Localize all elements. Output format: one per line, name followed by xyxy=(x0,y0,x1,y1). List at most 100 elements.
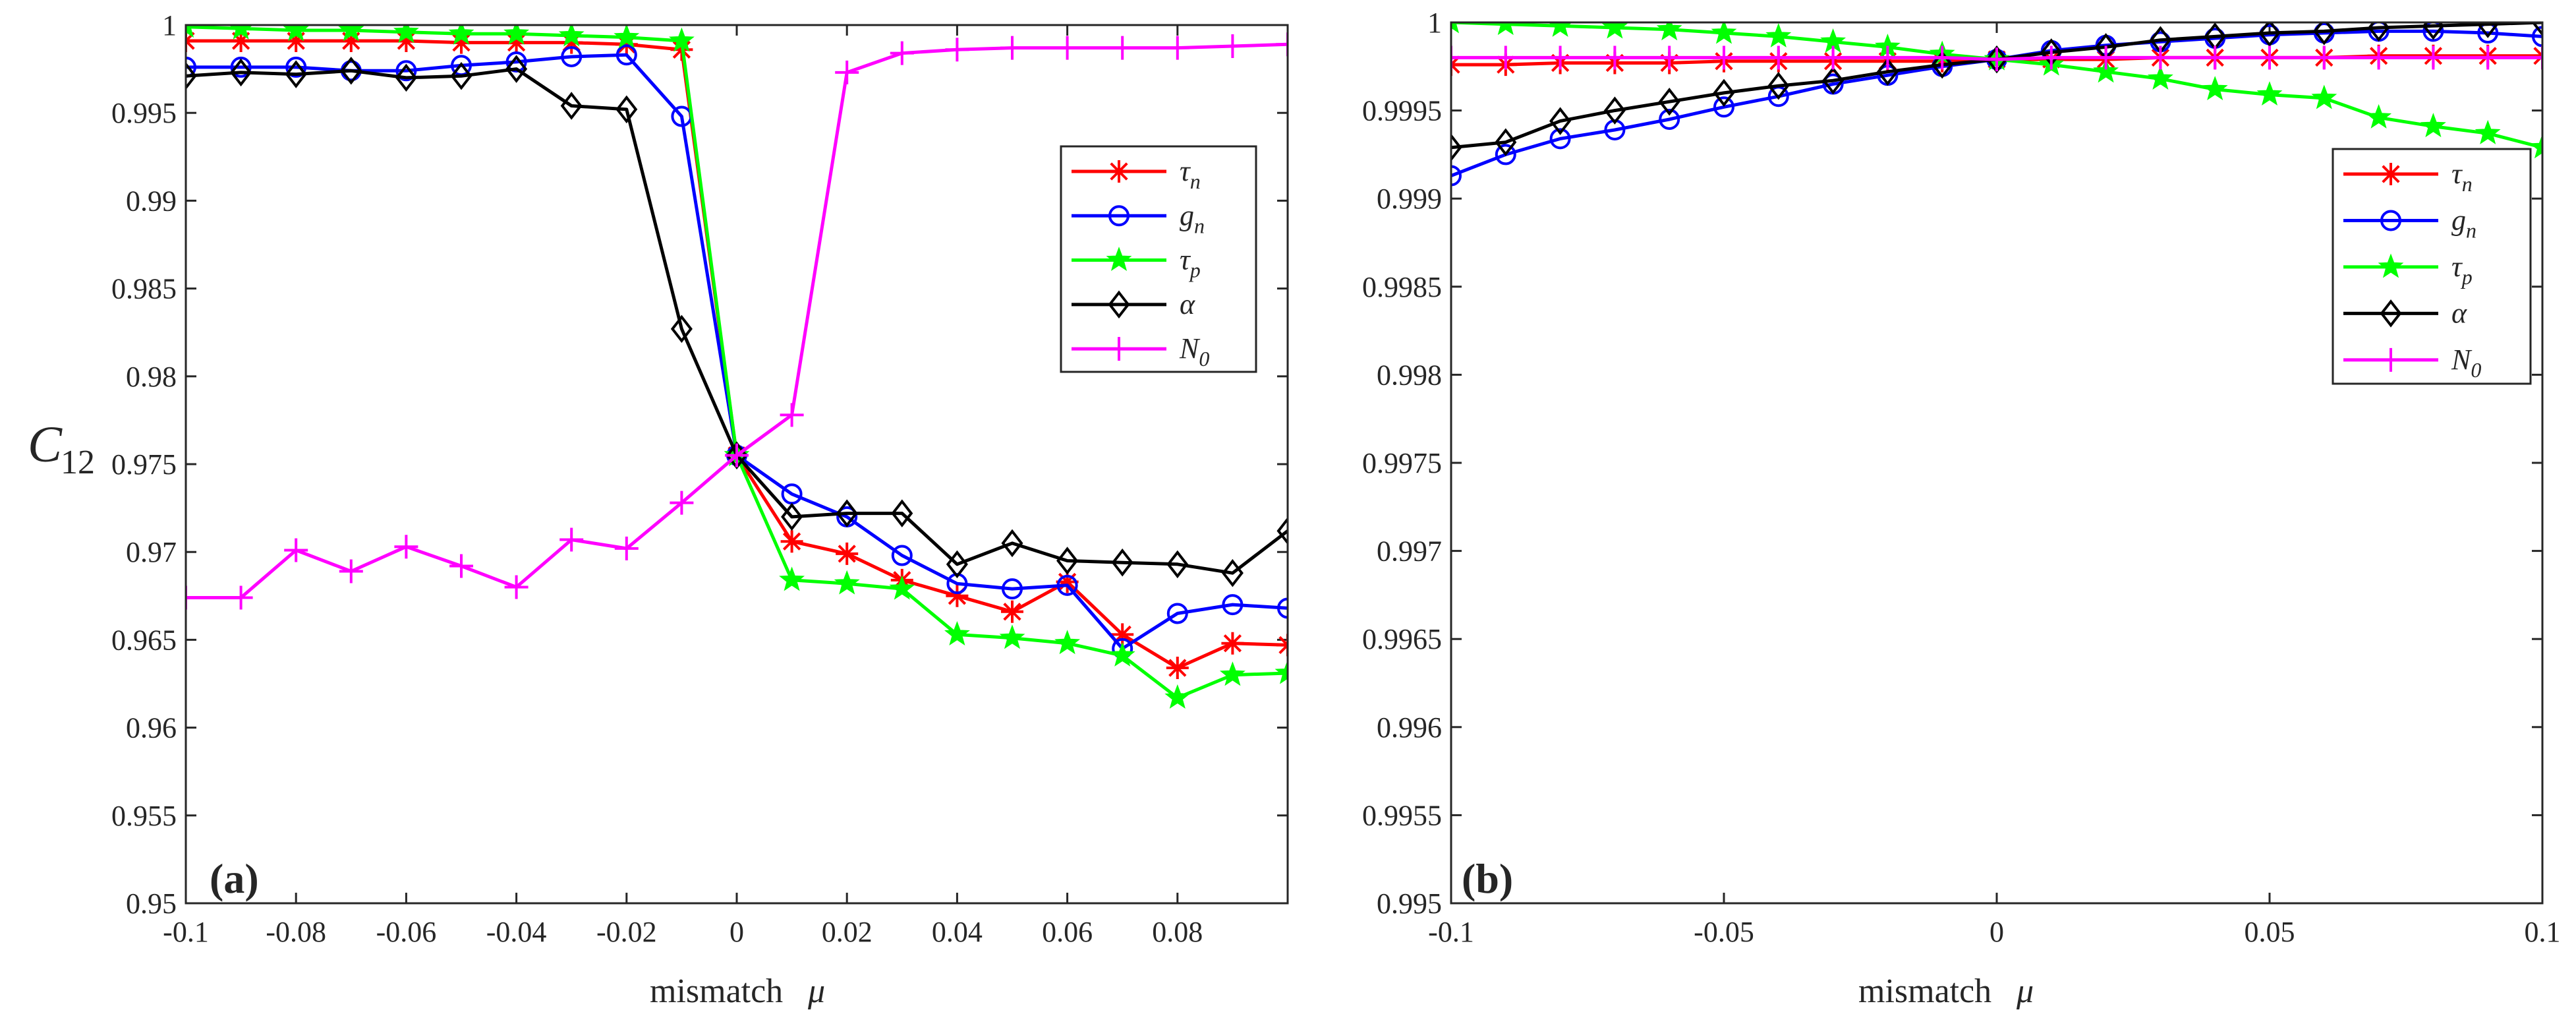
panel-a-point-alpha-3 xyxy=(340,57,362,85)
panel-a-tag: (a) xyxy=(210,855,259,902)
panel-a-point-N_0-5 xyxy=(449,554,473,578)
panel-b-xlabel: mismatch xyxy=(1858,972,1991,1010)
panel-a: -0.1 -0.08 -0.06 -0.04 -0.02 0 0.02 0.04 0.06 0.0… xyxy=(111,9,1289,1010)
panel-a-point-alpha-6 xyxy=(505,55,528,83)
panel-b-point-alpha-2 xyxy=(1549,107,1572,135)
panel-a-point-N_0-13 xyxy=(890,41,914,65)
panel-a-legend-entry-tau_n: τn xyxy=(1072,155,1201,193)
panel-a-ytick-label-7: 0.985 xyxy=(111,273,177,305)
panel-a-point-N_0-15 xyxy=(1000,36,1024,60)
panel-a-legend-marker-g_n xyxy=(1108,205,1130,227)
panel-b-legend-marker-g_n xyxy=(2380,210,2401,231)
panel-b-point-alpha-17 xyxy=(2368,22,2390,42)
panel-b-point-tau_p-1 xyxy=(1495,22,1516,36)
panel-b-legend-entry-tau_p: τp xyxy=(2343,251,2473,289)
panel-b-ytick-label-10: 1 xyxy=(1427,7,1442,39)
panel-b-tick-labels: -0.1 -0.05 0 0.05 0.1 0.995 0.9955 0.996 0.9965 0… xyxy=(1362,7,2561,948)
panel-b-point-N_0-20 xyxy=(2531,45,2542,70)
panel-a-point-tau_p-17 xyxy=(1109,642,1135,667)
panel-a-point-N_0-12 xyxy=(835,60,859,84)
panel-a-point-g_n-8 xyxy=(615,44,637,66)
panel-b-point-g_n-18 xyxy=(2422,22,2444,42)
panel-b-tag: (b) xyxy=(1462,855,1513,902)
panel-b-frame xyxy=(1450,21,2544,905)
panel-a-xtick-label-9: 0.08 xyxy=(1152,916,1203,948)
panel-a-point-N_0-4 xyxy=(394,535,418,559)
panel-a-xtick-label-7: 0.04 xyxy=(932,916,983,948)
panel-a-point-tau_p-3 xyxy=(338,25,364,42)
panel-a-point-alpha-20 xyxy=(1276,516,1288,545)
panel-b-point-N_0-8 xyxy=(1875,45,1900,70)
panel-b-point-N_0-10 xyxy=(1985,47,2009,72)
panel-a-legend-marker-tau_p xyxy=(1106,247,1132,272)
panel-a-xlabel-symbol: μ xyxy=(807,972,825,1010)
y-axis-label-sub: 12 xyxy=(61,444,95,481)
panel-a-xtick-label-1: -0.08 xyxy=(266,916,326,948)
panel-a-point-N_0-10 xyxy=(725,443,749,467)
panel-a-point-N_0-14 xyxy=(945,38,969,62)
panel-b-xlabel-symbol: μ xyxy=(2016,972,2034,1010)
panel-a-point-tau_n-1 xyxy=(229,29,252,52)
panel-a-xtick-label-5: 0 xyxy=(730,916,744,948)
panel-b-point-tau_p-18 xyxy=(2420,113,2446,138)
panel-a-point-g_n-0 xyxy=(186,56,196,78)
panel-a-point-tau_p-4 xyxy=(393,25,419,44)
panel-b-point-alpha-8 xyxy=(1876,57,1899,86)
panel-a-point-tau_p-6 xyxy=(503,25,530,45)
panel-a-point-alpha-1 xyxy=(230,58,252,87)
panel-a-point-g_n-7 xyxy=(561,45,583,67)
panel-a-point-N_0-19 xyxy=(1220,34,1245,58)
panel-b-point-alpha-15 xyxy=(2258,22,2281,47)
panel-a-ytick-label-10: 1 xyxy=(162,9,177,42)
panel-b-point-alpha-7 xyxy=(1822,66,1845,95)
panel-b-point-alpha-5 xyxy=(1713,78,1735,107)
panel-a-point-tau_n-14 xyxy=(946,584,969,607)
panel-a-point-alpha-4 xyxy=(395,63,417,92)
panel-a-point-tau_n-12 xyxy=(836,542,859,565)
panel-b-point-alpha-9 xyxy=(1931,50,1953,79)
panel-b-point-N_0-6 xyxy=(1766,45,1790,70)
panel-b-legend: τn gn τp α N0 xyxy=(2332,148,2532,385)
panel-b-ytick-label-8: 0.999 xyxy=(1377,183,1442,215)
panel-a-point-alpha-18 xyxy=(1166,550,1189,579)
panel-a-xlabel: mismatch xyxy=(650,972,783,1010)
panel-b-xtick-label-1: -0.05 xyxy=(1694,916,1754,948)
panel-b-point-g_n-20 xyxy=(2532,26,2542,47)
panel-a-point-g_n-4 xyxy=(395,60,417,82)
panel-b-ytick-label-5: 0.9975 xyxy=(1362,447,1442,479)
panel-b-point-tau_p-13 xyxy=(2147,65,2173,90)
panel-a-point-tau_n-15 xyxy=(1001,600,1023,623)
panel-a-point-tau_p-20 xyxy=(1274,659,1288,684)
panel-b-point-N_0-18 xyxy=(2421,45,2446,70)
panel-b-point-N_0-9 xyxy=(1930,45,1955,70)
panel-b-legend-marker-N_0 xyxy=(2379,347,2403,372)
panel-b-ytick-label-7: 0.9985 xyxy=(1362,271,1442,303)
panel-b-legend-entry-N_0: N0 xyxy=(2343,344,2481,382)
panel-a-legend-label-g_n: gn xyxy=(1180,199,1205,237)
panel-b-ytick-label-6: 0.998 xyxy=(1377,359,1442,391)
panel-a-point-tau_n-5 xyxy=(450,31,472,54)
panel-a-series xyxy=(186,25,1288,709)
panel-a-point-tau_p-0 xyxy=(186,25,196,38)
panel-a-xtick-label-8: 0.06 xyxy=(1042,916,1093,948)
panel-b-point-g_n-2 xyxy=(1549,128,1571,150)
panel-b-legend-label-g_n: gn xyxy=(2451,204,2476,242)
panel-b-point-N_0-11 xyxy=(2039,45,2063,70)
panel-b-series-N_0 xyxy=(1451,45,2542,72)
panel-b-ytick-label-3: 0.9965 xyxy=(1362,623,1442,655)
panel-a-point-alpha-8 xyxy=(615,95,638,124)
panel-b-point-N_0-17 xyxy=(2366,45,2391,70)
panel-a-series-tau_p xyxy=(186,25,1288,709)
panel-a-point-alpha-5 xyxy=(450,61,472,90)
panel-a-point-tau_p-14 xyxy=(944,620,970,645)
panel-a-point-alpha-19 xyxy=(1221,558,1244,587)
panel-b-point-g_n-4 xyxy=(1659,108,1680,130)
panel-a-point-tau_n-17 xyxy=(1111,623,1134,646)
panel-a-point-alpha-17 xyxy=(1111,548,1133,577)
panel-a-series-clip xyxy=(186,25,1288,709)
panel-a-point-tau_p-19 xyxy=(1219,661,1245,686)
panel-a-point-tau_p-15 xyxy=(999,624,1025,649)
panel-b-series xyxy=(1451,22,2542,187)
panel-a-legend-marker-alpha xyxy=(1108,290,1130,319)
